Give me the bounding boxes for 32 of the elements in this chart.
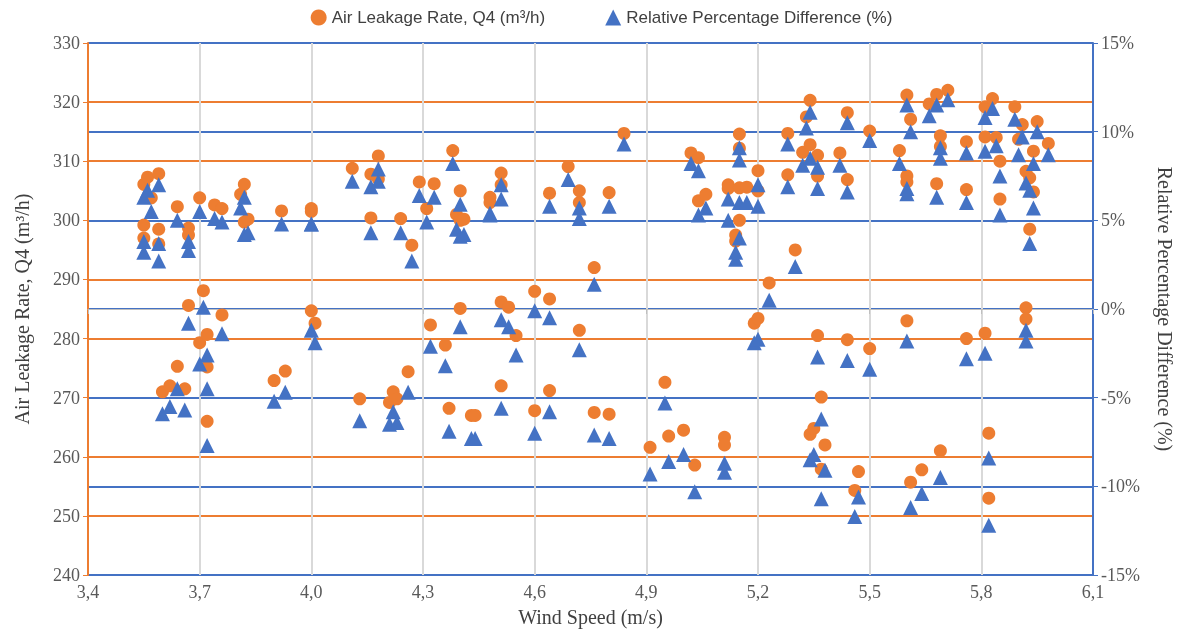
y2-tick-label: 10% xyxy=(1101,121,1134,142)
x-axis-title: Wind Speed (m/s) xyxy=(518,606,663,629)
x-tick-label: 3,7 xyxy=(188,582,211,602)
x-tick-label: 5,8 xyxy=(970,582,993,602)
y2-axis-title: Relative Percentage Difference (%) xyxy=(1153,166,1176,452)
y2-tick-label: -10% xyxy=(1101,476,1140,497)
x-tick-label: 4,9 xyxy=(635,582,658,602)
y-tick-label: 310 xyxy=(53,151,80,172)
x-tick-label: 4,3 xyxy=(411,582,435,602)
y2-tick-label: 5% xyxy=(1101,210,1125,231)
legend-label: Air Leakage Rate, Q4 (m³/h) xyxy=(331,8,546,27)
x-tick-label: 6,1 xyxy=(1081,582,1105,602)
y2-tick-label: -15% xyxy=(1101,565,1140,585)
y2-tick-label: 0% xyxy=(1101,299,1125,319)
legend-label: Relative Percentage Difference (%) xyxy=(626,8,893,27)
y2-tick-label: -5% xyxy=(1101,387,1131,408)
y-tick-label: 290 xyxy=(53,269,80,290)
x-tick-label: 4,0 xyxy=(300,582,323,602)
y-tick-label: 260 xyxy=(53,446,80,467)
x-tick-label: 5,5 xyxy=(858,582,881,602)
y-tick-label: 300 xyxy=(53,210,80,231)
x-tick-label: 3,4 xyxy=(76,582,100,602)
y-tick-label: 280 xyxy=(53,328,80,349)
y2-tick-label: 15% xyxy=(1101,33,1134,53)
y-tick-label: 240 xyxy=(53,565,80,585)
y-tick-label: 320 xyxy=(53,92,80,113)
y-tick-label: 250 xyxy=(53,505,80,526)
y-tick-label: 330 xyxy=(53,33,80,53)
x-tick-label: 5,2 xyxy=(746,582,770,602)
y-tick-label: 270 xyxy=(53,387,80,408)
y-axis-title: Air Leakage Rate, Q4 (m³/h) xyxy=(11,193,34,425)
x-tick-label: 4,6 xyxy=(523,582,546,602)
